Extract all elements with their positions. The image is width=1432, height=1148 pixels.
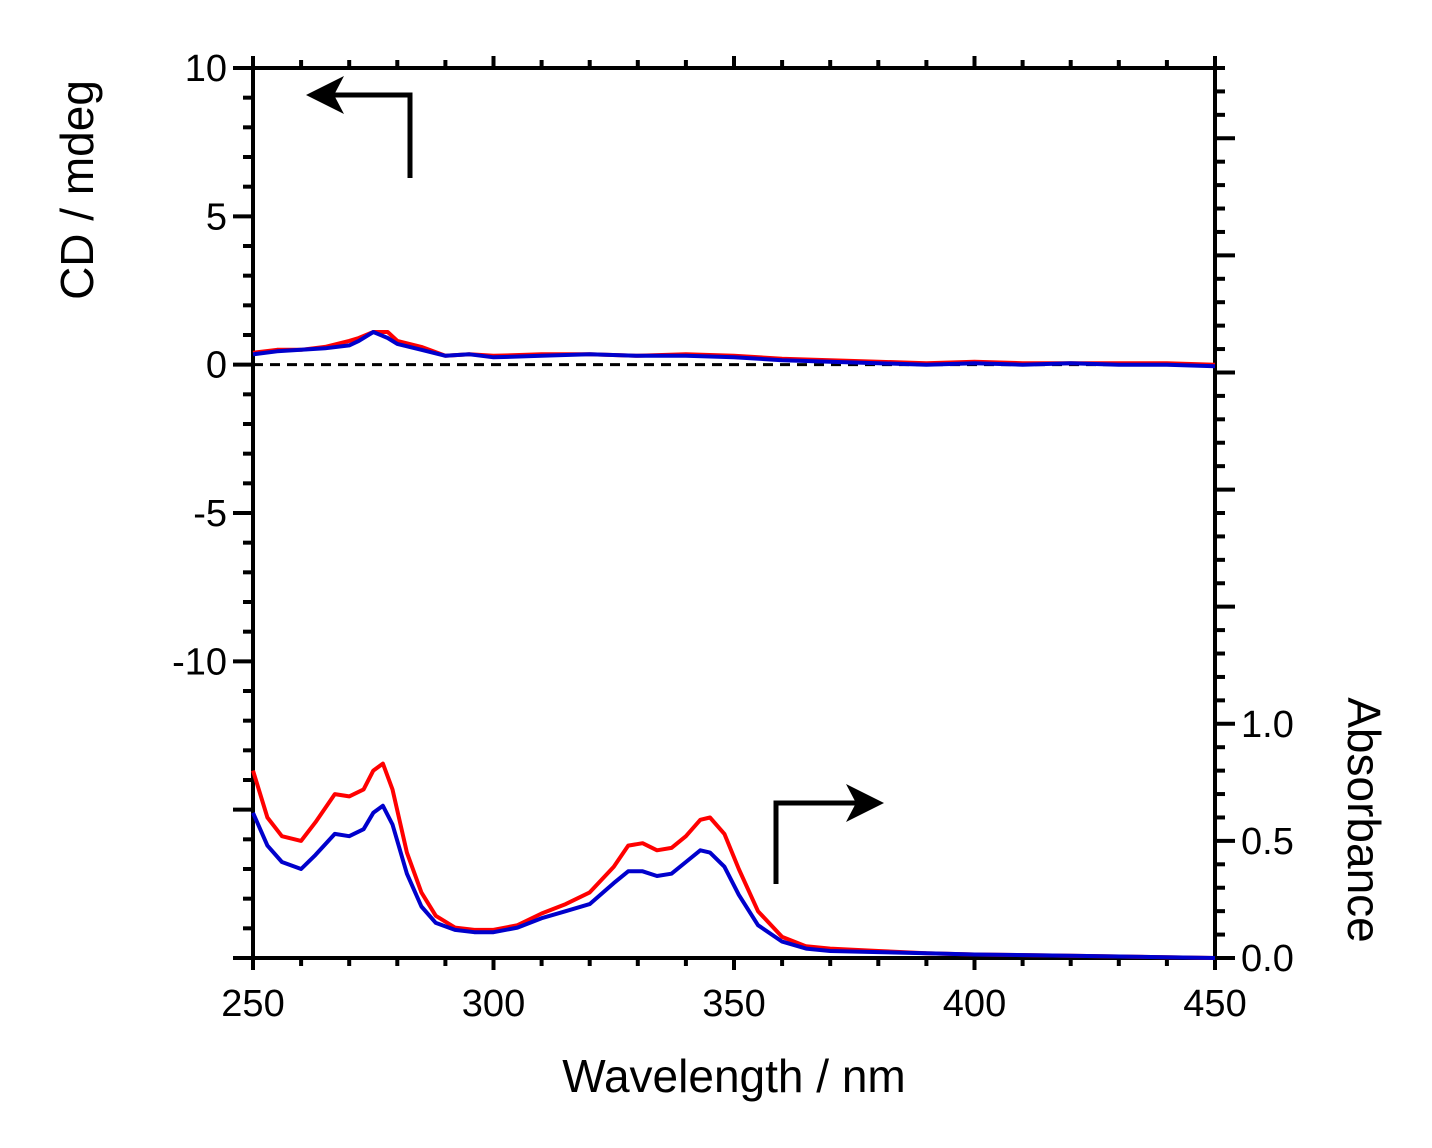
x-tick-label: 350 (702, 983, 765, 1025)
x-tick-label: 300 (462, 983, 525, 1025)
cd-axis-arrow (318, 92, 413, 178)
y-right-tick-label: 0.0 (1241, 938, 1294, 980)
x-tick-label: 250 (221, 983, 284, 1025)
cd-series-line (252, 330, 1216, 369)
absorbance-series-line (251, 761, 1216, 960)
y-right-axis-title: Absorbance (1338, 697, 1390, 943)
labels-layer: 250 300 350 400 450 10 5 0 -5 -10 1.0 0.5 0.0 Wavelen… (51, 48, 1390, 1102)
absorbance-axis-arrow (773, 800, 870, 884)
x-axis-title: Wavelength / nm (562, 1050, 905, 1102)
absorbance-series-line (251, 803, 1216, 960)
y-left-axis-title: CD / mdeg (51, 80, 103, 300)
y-left-tick-label: 10 (185, 48, 227, 90)
y-left-tick-label: 5 (206, 196, 227, 238)
cd-series-line (252, 330, 1216, 367)
absorbance-axis-arrowhead (846, 784, 884, 822)
cd-axis-arrowhead (306, 76, 344, 114)
y-left-tick-label: -10 (172, 641, 227, 683)
y-right-tick-label: 1.0 (1241, 704, 1294, 746)
y-left-tick-label: -5 (193, 493, 227, 535)
y-left-tick-label: 0 (206, 345, 227, 387)
y-right-tick-label: 0.5 (1241, 821, 1294, 863)
plot-frame (251, 66, 1217, 960)
x-tick-label: 450 (1183, 983, 1246, 1025)
axes-layer (233, 56, 1235, 970)
series-layer (251, 330, 1216, 960)
x-tick-label: 400 (943, 983, 1006, 1025)
